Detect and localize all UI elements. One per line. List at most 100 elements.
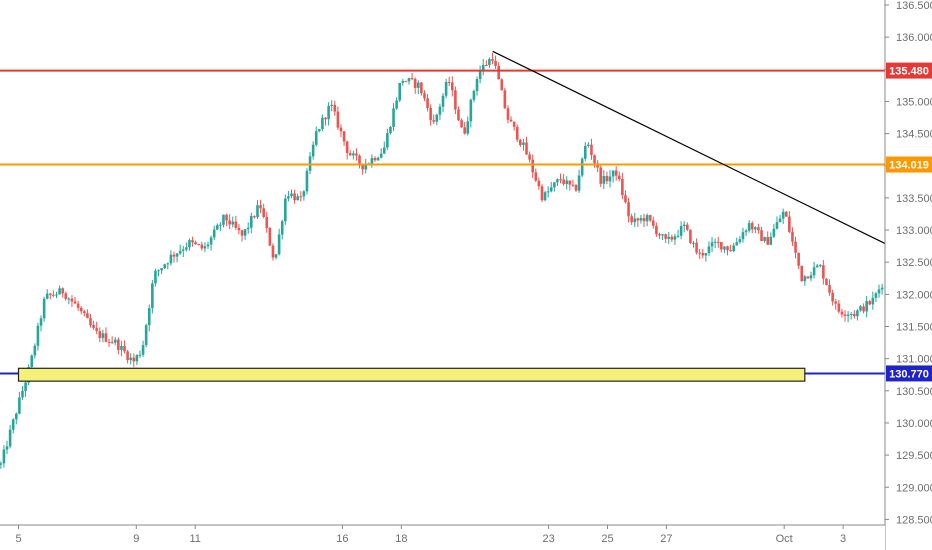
candle-body xyxy=(682,224,686,227)
candle-body xyxy=(61,288,64,294)
candle-body xyxy=(546,191,550,193)
candle-body xyxy=(512,121,516,127)
candle-body xyxy=(475,79,479,91)
candle-body xyxy=(86,313,89,319)
candle-body xyxy=(472,90,476,100)
candle-body xyxy=(92,325,95,329)
candle-body xyxy=(763,237,766,242)
candle-body xyxy=(404,81,408,83)
candle-body xyxy=(219,224,222,226)
time-axis-label: 3 xyxy=(840,533,846,545)
candle-body xyxy=(565,180,569,184)
candle-body xyxy=(194,242,197,245)
candle-body xyxy=(395,100,398,109)
price-axis-label: 130.000 xyxy=(896,418,932,430)
candle-body xyxy=(435,114,439,122)
candle-body xyxy=(760,230,763,242)
candle-body xyxy=(837,303,841,312)
candle-body xyxy=(704,253,708,256)
time-axis-label: 9 xyxy=(133,533,139,545)
candle-body xyxy=(324,117,327,120)
candle-body xyxy=(574,185,578,191)
candle-body xyxy=(200,244,204,249)
candle-body xyxy=(627,202,630,217)
candle-body xyxy=(413,78,417,88)
candle-body xyxy=(580,158,584,176)
candle-body xyxy=(713,241,717,243)
candle-body xyxy=(49,293,52,295)
candle-body xyxy=(661,234,664,236)
price-axis-label: 136.500 xyxy=(896,0,932,12)
candle-body xyxy=(822,265,825,279)
candle-body xyxy=(639,218,643,221)
candle-body xyxy=(874,293,878,298)
candle-body xyxy=(178,250,182,254)
candle-body xyxy=(744,230,748,233)
candle-body xyxy=(815,265,819,268)
candle-body xyxy=(327,105,330,120)
candle-body xyxy=(865,301,868,312)
candle-body xyxy=(355,153,358,156)
candle-body xyxy=(695,242,698,253)
time-axis[interactable]: 59111618232527Oct37914 xyxy=(15,525,932,545)
candle-body xyxy=(788,216,791,232)
candle-body xyxy=(617,175,621,180)
candle-body xyxy=(868,301,872,305)
candle-body xyxy=(348,153,352,156)
candle-body xyxy=(528,154,531,160)
candle-body xyxy=(157,270,160,272)
candle-body xyxy=(679,226,683,236)
candle-body xyxy=(766,237,770,245)
candle-body xyxy=(271,245,275,258)
candle-body xyxy=(772,228,776,237)
candle-body xyxy=(321,117,324,130)
candle-body xyxy=(825,278,828,286)
candle-body xyxy=(243,229,247,236)
candles-layer xyxy=(0,52,884,469)
candle-body xyxy=(500,79,504,91)
candle-body xyxy=(42,298,46,319)
candle-body xyxy=(686,224,689,230)
candle-body xyxy=(262,208,265,218)
candle-body xyxy=(859,306,862,311)
candle-body xyxy=(144,325,148,346)
candle-body xyxy=(840,311,844,315)
candle-body xyxy=(812,267,816,276)
candle-body xyxy=(302,191,306,197)
candle-body xyxy=(856,310,859,317)
candle-body xyxy=(222,214,225,225)
candle-body xyxy=(333,104,337,112)
candle-body xyxy=(738,239,742,243)
candle-body xyxy=(667,236,671,239)
candle-body xyxy=(741,232,745,240)
candle-body xyxy=(76,303,80,308)
candle-body xyxy=(497,65,500,80)
time-axis-label: 23 xyxy=(542,533,554,545)
candle-body xyxy=(0,463,3,465)
candle-body xyxy=(429,107,432,121)
candle-body xyxy=(382,147,386,154)
price-axis[interactable]: 136.500136.000135.500135.000134.500134.0… xyxy=(885,0,932,526)
candle-body xyxy=(797,252,800,266)
candle-body xyxy=(525,142,528,155)
candle-body xyxy=(234,221,238,228)
candle-body xyxy=(73,301,77,304)
candle-body xyxy=(370,158,374,164)
candle-body xyxy=(633,218,637,223)
time-axis-label: 27 xyxy=(660,533,672,545)
candle-body xyxy=(253,216,256,218)
candle-body xyxy=(707,246,711,254)
candle-body xyxy=(732,245,735,252)
price-axis-background xyxy=(885,0,932,550)
candle-body xyxy=(642,218,646,222)
candle-body xyxy=(723,246,726,250)
candle-body xyxy=(726,246,729,251)
candle-body xyxy=(515,126,519,140)
candle-body xyxy=(342,131,346,142)
candle-body xyxy=(364,164,368,170)
candle-body xyxy=(809,275,813,279)
candle-body xyxy=(305,170,309,192)
candle-body xyxy=(549,187,553,192)
candle-body xyxy=(624,195,627,203)
